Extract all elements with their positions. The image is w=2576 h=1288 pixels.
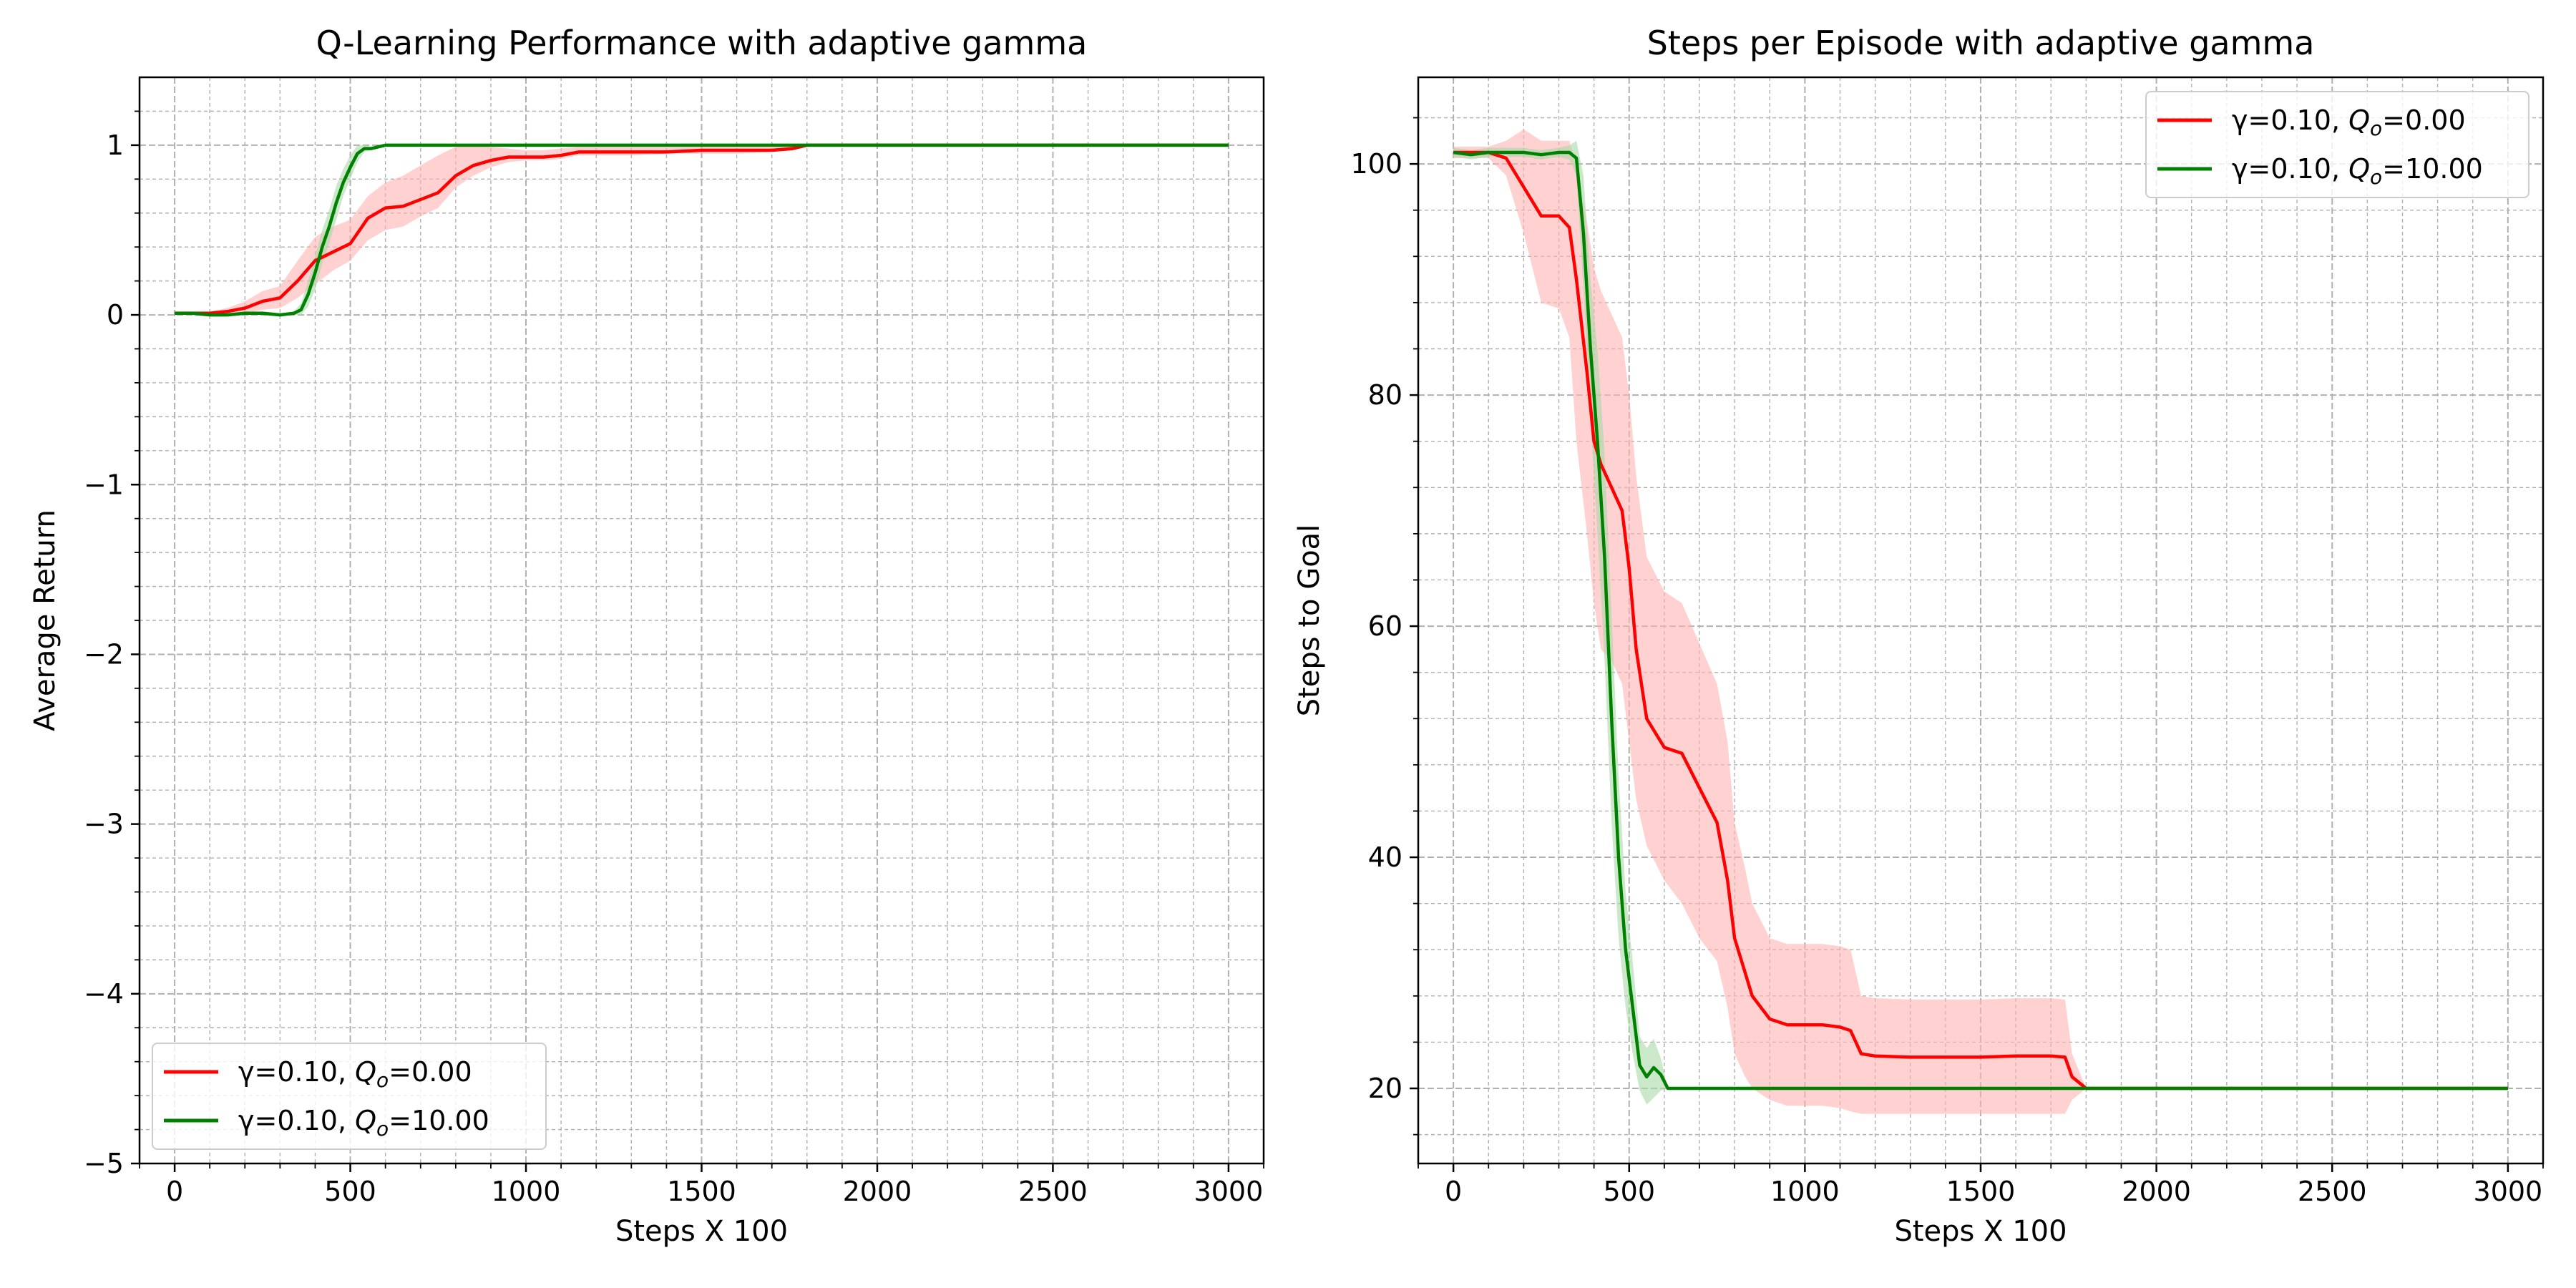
right-y-tick-label: 100	[1350, 148, 1402, 180]
left-x-tick-label: 0	[166, 1176, 183, 1207]
left-x-tick-label: 2500	[1018, 1176, 1088, 1207]
right-y-tick-label: 60	[1368, 610, 1402, 642]
left-x-tick-label: 1000	[492, 1176, 561, 1207]
right-chart-panel: 0 500 1000 1500 2000 2500 3000 100 80 60 40 20 Step…	[1293, 24, 2545, 1248]
right-chart-series-lines	[1453, 150, 2508, 1091]
right-chart-legend-box	[2145, 91, 2529, 198]
left-x-tick-label: 500	[324, 1176, 376, 1207]
left-line-series-2	[175, 143, 1229, 317]
right-x-tick-label: 3000	[2474, 1176, 2543, 1207]
left-chart-title: Q-Learning Performance with adaptive gam…	[316, 24, 1088, 62]
left-legend-label-series-1: γ=0.10, Qo=0.00	[238, 1056, 472, 1092]
right-band-series-1	[1453, 129, 2508, 1114]
left-legend-label-series-2: γ=0.10, Qo=10.00	[238, 1105, 489, 1141]
left-y-tick-label: −2	[84, 638, 124, 670]
right-x-tick-label: 500	[1603, 1176, 1655, 1207]
right-x-tick-label: 1500	[1946, 1176, 2016, 1207]
right-legend-label-series-2: γ=0.10, Qo=10.00	[2232, 153, 2483, 189]
left-band-series-1	[175, 145, 1229, 316]
right-line-series-1	[1453, 150, 2508, 1091]
right-chart-confidence-bands	[1453, 129, 2508, 1114]
left-chart-ticks: 0 500 1000 1500 2000 2500 3000 1 0 −1 −2 −3 −4 −5	[84, 110, 1264, 1207]
right-chart-legend: γ=0.10, Qo=0.00 γ=0.10, Qo=10.00	[2145, 91, 2529, 198]
left-chart-legend-box	[152, 1043, 547, 1150]
right-x-tick-label: 1000	[1770, 1176, 1840, 1207]
left-chart-x-axis-label: Steps X 100	[615, 1215, 788, 1248]
right-x-tick-label: 2500	[2298, 1176, 2367, 1207]
right-line-series-2	[1453, 150, 2508, 1091]
left-x-tick-label: 3000	[1194, 1176, 1264, 1207]
right-legend-label-series-1: γ=0.10, Qo=0.00	[2232, 104, 2466, 140]
left-y-tick-label: −3	[84, 809, 124, 840]
left-chart-y-axis-label: Average Return	[29, 509, 62, 731]
right-y-tick-label: 80	[1368, 379, 1402, 411]
left-y-tick-label: −4	[84, 978, 124, 1010]
left-y-tick-label: 0	[107, 299, 124, 331]
right-chart-y-axis-label: Steps to Goal	[1293, 525, 1326, 717]
left-y-tick-label: −5	[84, 1148, 124, 1179]
left-x-tick-label: 2000	[843, 1176, 912, 1207]
left-y-tick-label: 1	[107, 130, 124, 161]
left-y-tick-label: −1	[84, 469, 124, 500]
left-x-tick-label: 1500	[667, 1176, 736, 1207]
right-y-tick-label: 20	[1368, 1073, 1402, 1104]
left-chart-series-lines	[175, 143, 1229, 317]
right-chart-title: Steps per Episode with adaptive gamma	[1647, 24, 2315, 62]
left-chart-panel: 0 500 1000 1500 2000 2500 3000 1 0 −1 −2 −3 −4 −5 Q-L…	[29, 24, 1265, 1248]
right-chart-ticks: 0 500 1000 1500 2000 2500 3000 100 80 60 40 20	[1350, 117, 2544, 1207]
right-chart-x-axis-label: Steps X 100	[1894, 1215, 2067, 1248]
left-line-series-1	[175, 143, 1229, 315]
right-x-tick-label: 0	[1445, 1176, 1462, 1207]
right-x-tick-label: 2000	[2122, 1176, 2191, 1207]
left-chart-legend: γ=0.10, Qo=0.00 γ=0.10, Qo=10.00	[152, 1043, 547, 1150]
right-y-tick-label: 40	[1368, 841, 1402, 873]
left-chart-confidence-bands	[175, 145, 1229, 316]
